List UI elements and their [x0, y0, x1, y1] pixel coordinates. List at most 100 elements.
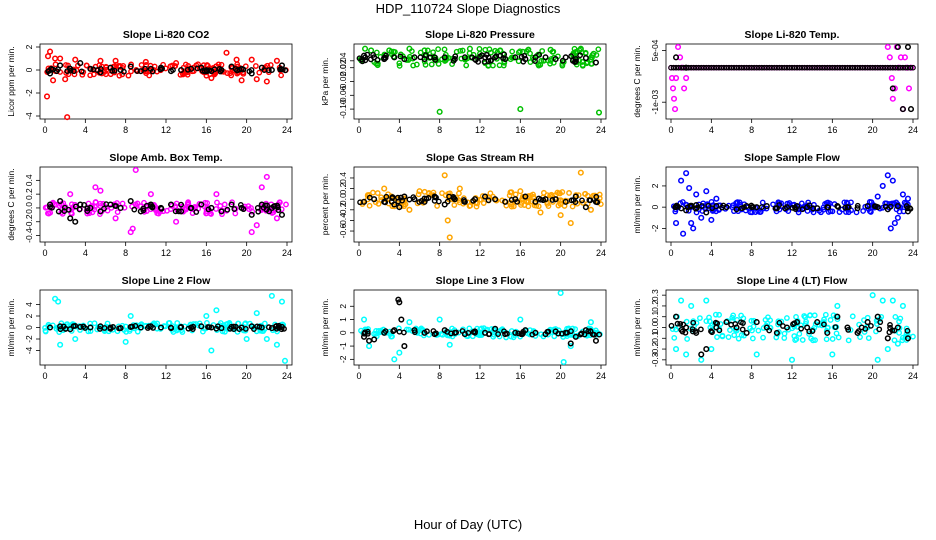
data-point	[441, 327, 448, 334]
data-point	[167, 325, 175, 332]
data-point	[84, 205, 91, 212]
data-point	[854, 64, 861, 71]
data-point	[400, 329, 407, 336]
data-point	[422, 61, 429, 68]
data-point	[849, 64, 856, 71]
data-point	[248, 323, 255, 330]
data-point	[268, 66, 275, 74]
data-point	[738, 64, 745, 71]
data-point	[391, 201, 398, 208]
data-point	[57, 198, 64, 205]
data-point	[827, 64, 833, 71]
data-point	[781, 64, 788, 71]
data-point	[753, 204, 760, 211]
data-point	[854, 205, 861, 212]
data-point	[61, 204, 68, 211]
y-tick-label: 0.4	[24, 174, 34, 186]
data-point	[786, 64, 793, 71]
data-point	[884, 43, 891, 51]
data-point	[684, 336, 691, 342]
series-hourly	[356, 51, 600, 66]
data-point	[278, 62, 286, 69]
data-point	[889, 177, 896, 184]
data-point	[721, 64, 727, 71]
data-point	[572, 333, 579, 340]
x-tick-label: 12	[161, 248, 171, 258]
data-point	[371, 336, 378, 343]
y-tick-label: 0.2	[650, 300, 660, 312]
data-point	[218, 66, 225, 74]
data-point	[535, 203, 542, 210]
data-point	[523, 48, 530, 55]
data-point	[401, 193, 408, 200]
data-point	[904, 327, 911, 334]
data-point	[122, 338, 129, 345]
data-point	[492, 54, 499, 61]
data-point	[441, 46, 448, 53]
data-point	[396, 349, 403, 356]
data-point	[753, 64, 760, 71]
data-point	[793, 319, 801, 326]
data-point	[406, 196, 413, 203]
data-point	[793, 203, 801, 210]
data-point	[674, 320, 681, 327]
data-point	[559, 61, 566, 67]
data-point	[713, 324, 720, 331]
data-point	[829, 64, 836, 71]
data-point	[231, 206, 238, 212]
panel-title: Slope Li-820 CO2	[123, 29, 210, 41]
data-point	[147, 323, 154, 330]
x-tick-label: 0	[668, 125, 673, 135]
y-tick-label: 1	[338, 317, 348, 322]
data-point	[173, 218, 180, 225]
data-point	[366, 202, 373, 209]
data-point	[517, 106, 524, 113]
data-point	[77, 201, 84, 208]
data-point	[396, 328, 403, 335]
data-point	[738, 332, 745, 338]
data-point	[683, 318, 690, 325]
data-point	[258, 201, 265, 208]
data-point	[120, 62, 127, 69]
x-tick-label: 20	[868, 125, 878, 135]
panel-title: Slope Gas Stream RH	[426, 152, 534, 164]
data-point	[726, 64, 732, 71]
data-point	[693, 320, 700, 326]
data-point	[809, 64, 815, 71]
data-point	[714, 334, 720, 340]
data-point	[43, 93, 51, 100]
data-point	[595, 46, 602, 53]
series-all-slopes	[43, 48, 289, 121]
x-tick-label: 20	[868, 371, 878, 381]
data-point	[769, 64, 775, 71]
data-point	[773, 329, 780, 336]
data-point	[481, 193, 489, 200]
data-point	[874, 356, 881, 363]
data-point	[389, 195, 396, 202]
data-point	[556, 190, 563, 197]
data-point	[816, 64, 823, 71]
data-point	[713, 64, 720, 71]
data-point	[42, 328, 49, 335]
data-point	[157, 204, 165, 211]
y-axis-label: ml/min per min.	[632, 175, 642, 233]
data-point	[57, 62, 64, 69]
data-point	[114, 209, 121, 216]
data-point	[497, 47, 504, 54]
data-point	[859, 64, 866, 71]
data-point	[198, 64, 205, 71]
data-point	[512, 196, 519, 203]
data-point	[894, 324, 901, 331]
data-point	[731, 64, 737, 71]
data-point	[897, 315, 904, 322]
data-point	[806, 331, 812, 337]
data-point	[123, 328, 130, 335]
data-point	[825, 324, 831, 331]
data-point	[238, 77, 245, 84]
data-point	[268, 292, 275, 299]
data-point	[264, 202, 270, 209]
data-point	[188, 204, 195, 211]
data-point	[879, 297, 886, 304]
data-point	[592, 59, 600, 66]
data-point	[67, 191, 74, 198]
